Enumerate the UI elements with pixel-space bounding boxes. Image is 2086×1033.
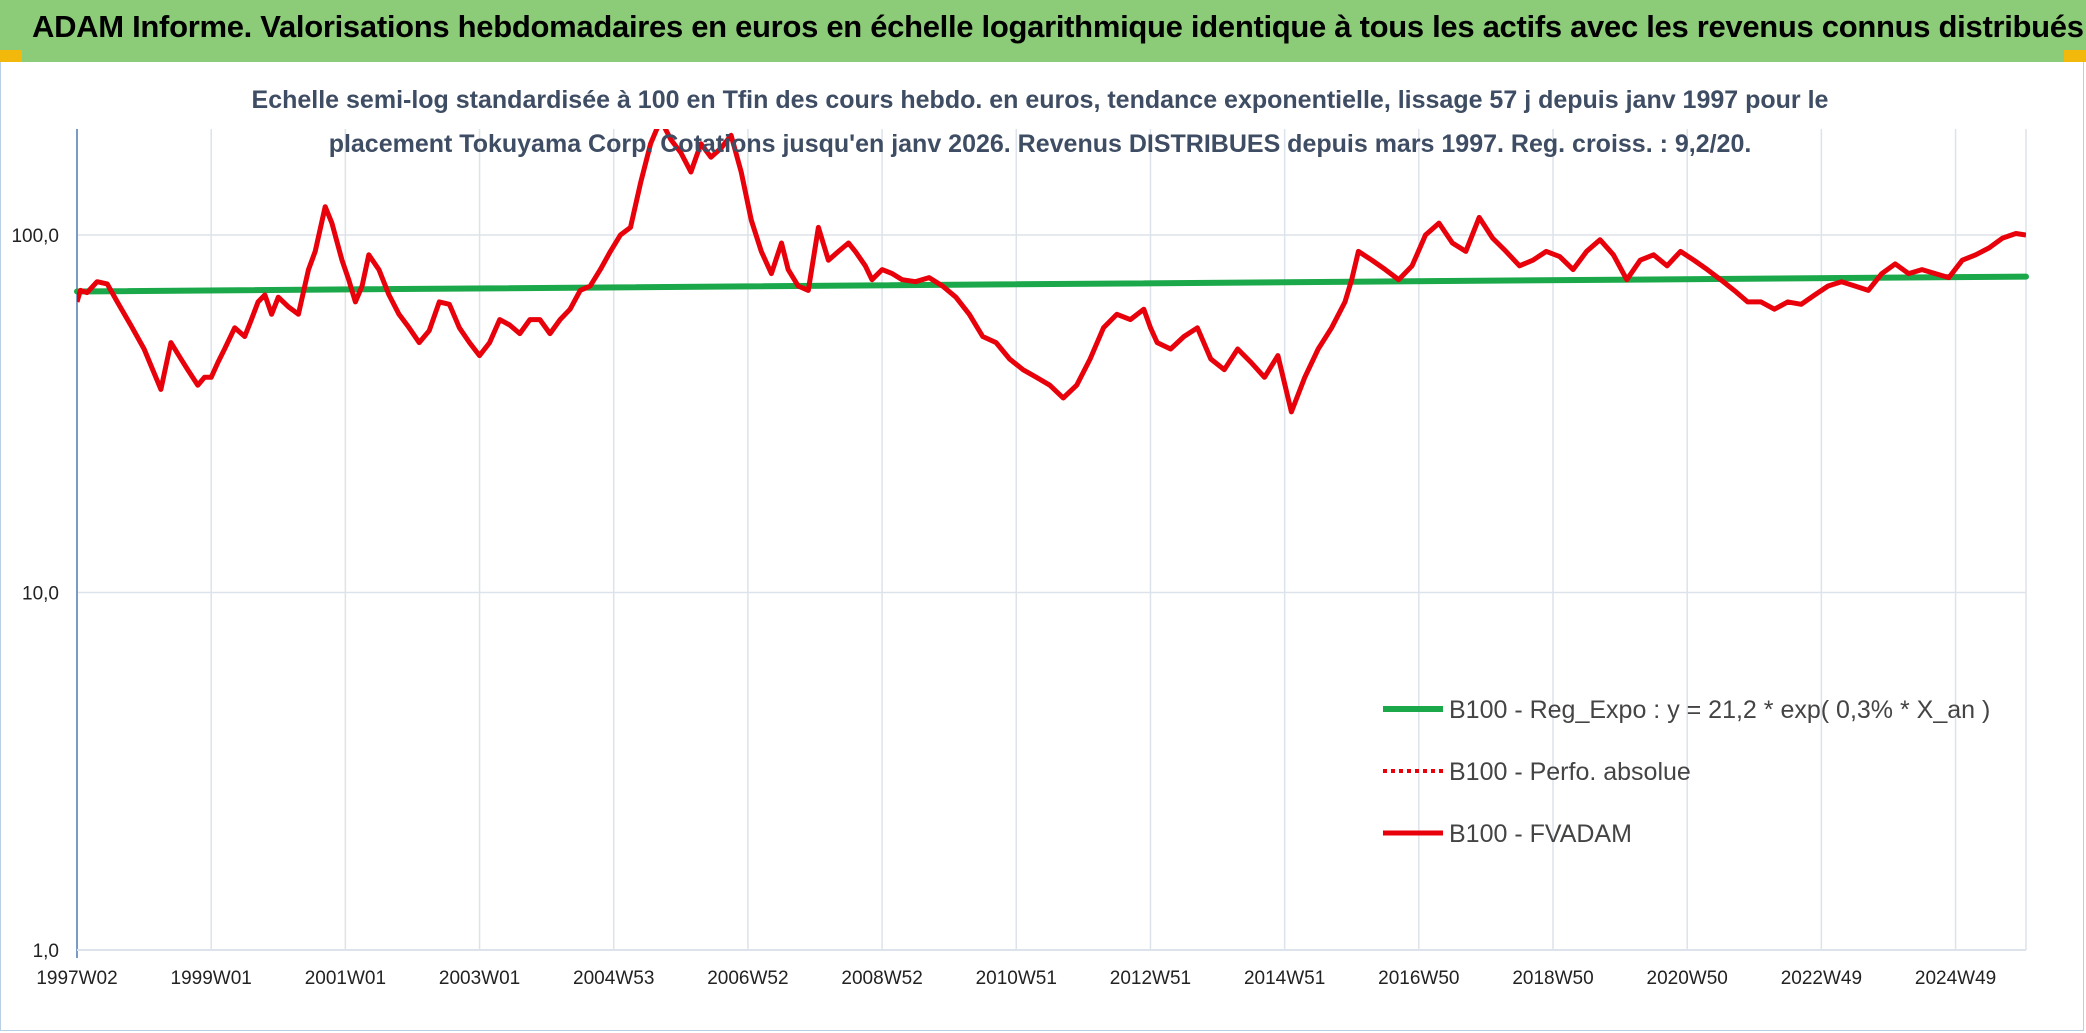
corner-marker-left: [0, 50, 22, 62]
x-tick-label: 2001W01: [305, 968, 386, 989]
grid: [76, 129, 2027, 951]
axes: 1,0 10,0 100,0 1997W02 1999W01 2001W01 2003W01…: [11, 129, 2026, 989]
series-fvadam-line: [77, 129, 2026, 415]
legend-label-perf: B100 - Perfo. absolue: [1449, 758, 1691, 786]
legend-label-fvadam: B100 - FVADAM: [1449, 820, 1632, 848]
x-tick-label: 1999W01: [171, 968, 252, 989]
header-bar: ADAM Informe. Valorisations hebdomadaire…: [0, 0, 2086, 62]
x-tick-label: 2016W50: [1378, 968, 1459, 989]
legend-item-fvadam: B100 - FVADAM: [1383, 820, 1632, 848]
x-tick-label: 2012W51: [1110, 968, 1191, 989]
report-title: ADAM Informe. Valorisations hebdomadaire…: [32, 9, 2084, 44]
x-tick-label: 2004W53: [573, 968, 654, 989]
x-tick-label: 2008W52: [841, 968, 922, 989]
x-tick-label: 2014W51: [1244, 968, 1325, 989]
corner-marker-right: [2064, 50, 2086, 62]
x-tick-label: 2018W50: [1512, 968, 1593, 989]
legend-item-perf: B100 - Perfo. absolue: [1383, 758, 1691, 786]
x-tick-label: 1997W02: [36, 968, 117, 989]
chart-subtitle-line-2: placement Tokuyama Corp. Cotations jusqu…: [329, 130, 1752, 158]
legend: B100 - Reg_Expo : y = 21,2 * exp( 0,3% *…: [1383, 696, 1990, 848]
chart: 1,0 10,0 100,0 1997W02 1999W01 2001W01 2003W01…: [11, 86, 2029, 989]
chart-frame: [0, 62, 2084, 1031]
y-tick-label: 10,0: [22, 584, 59, 605]
y-tick-label: 100,0: [11, 226, 59, 247]
series-trend-line: [74, 273, 2029, 295]
x-tick-label: 2003W01: [439, 968, 520, 989]
chart-subtitle-line-1: Echelle semi-log standardisée à 100 en T…: [252, 86, 1829, 114]
x-tick-label: 2010W51: [976, 968, 1057, 989]
legend-item-trend: B100 - Reg_Expo : y = 21,2 * exp( 0,3% *…: [1383, 696, 1990, 724]
x-tick-label: 2022W49: [1781, 968, 1862, 989]
y-tick-label: 1,0: [33, 941, 59, 962]
x-tick-label: 2024W49: [1915, 968, 1996, 989]
series: [74, 129, 2029, 415]
legend-label-trend: B100 - Reg_Expo : y = 21,2 * exp( 0,3% *…: [1449, 696, 1990, 724]
x-tick-label: 2006W52: [707, 968, 788, 989]
x-tick-label: 2020W50: [1647, 968, 1728, 989]
chart-title: Echelle semi-log standardisée à 100 en T…: [252, 86, 1829, 158]
